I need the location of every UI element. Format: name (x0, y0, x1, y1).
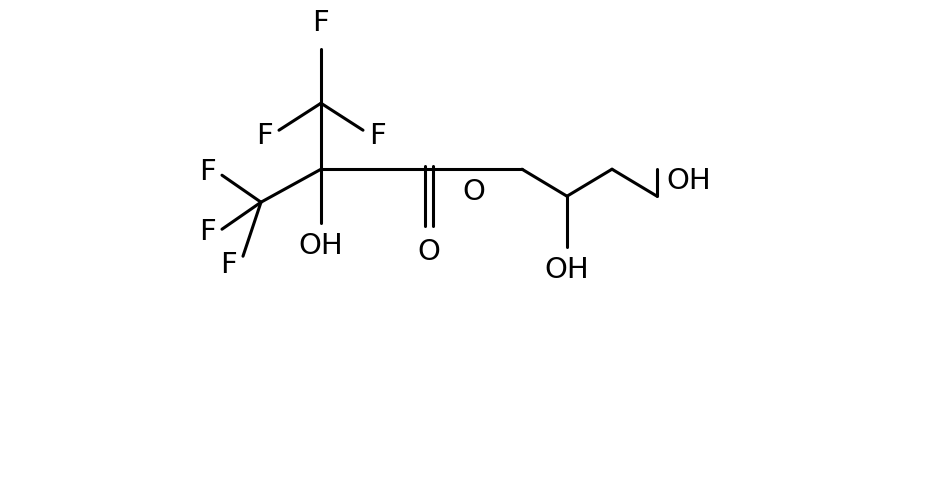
Text: F: F (313, 9, 330, 37)
Text: O: O (463, 178, 485, 206)
Text: F: F (200, 158, 216, 186)
Text: O: O (417, 238, 441, 266)
Text: F: F (256, 122, 273, 150)
Text: F: F (200, 218, 216, 246)
Text: OH: OH (544, 256, 590, 284)
Text: F: F (220, 251, 237, 279)
Text: F: F (369, 122, 385, 150)
Text: OH: OH (666, 167, 711, 195)
Text: OH: OH (299, 232, 344, 260)
